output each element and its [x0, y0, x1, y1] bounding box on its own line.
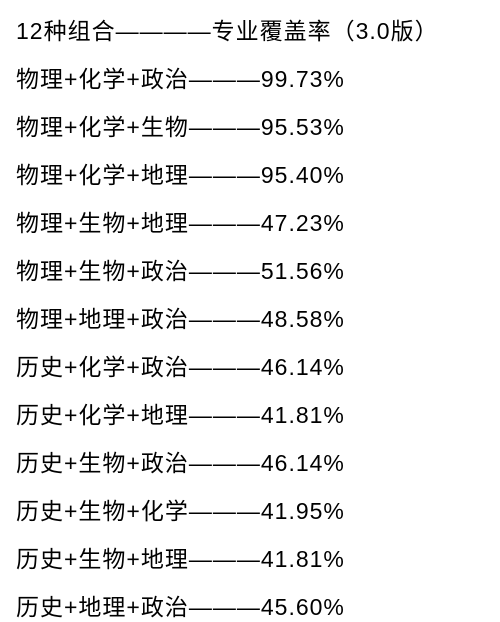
combo-label: 历史+化学+政治	[16, 354, 189, 380]
rate-value: 41.81%	[261, 546, 345, 572]
row-sep: ———	[189, 594, 261, 620]
rate-value: 95.53%	[261, 114, 345, 140]
rate-value: 46.14%	[261, 450, 345, 476]
row-sep: ———	[189, 546, 261, 572]
row-sep: ———	[189, 354, 261, 380]
table-row: 历史+化学+政治———46.14%	[16, 348, 484, 382]
rows-container: 物理+化学+政治———99.73%物理+化学+生物———95.53%物理+化学+…	[16, 60, 484, 622]
combo-label: 物理+化学+生物	[16, 114, 189, 140]
row-sep: ———	[189, 402, 261, 428]
table-row: 历史+化学+地理———41.81%	[16, 396, 484, 430]
combo-label: 历史+地理+政治	[16, 594, 189, 620]
combo-label: 物理+地理+政治	[16, 306, 189, 332]
rate-value: 47.23%	[261, 210, 345, 236]
combo-label: 物理+生物+地理	[16, 210, 189, 236]
combo-label: 历史+生物+政治	[16, 450, 189, 476]
rate-value: 45.60%	[261, 594, 345, 620]
table-row: 历史+生物+化学———41.95%	[16, 492, 484, 526]
row-sep: ———	[189, 498, 261, 524]
row-sep: ———	[189, 210, 261, 236]
rate-value: 41.81%	[261, 402, 345, 428]
rate-value: 99.73%	[261, 66, 345, 92]
table-row: 历史+地理+政治———45.60%	[16, 588, 484, 622]
row-sep: ———	[189, 450, 261, 476]
row-sep: ———	[189, 306, 261, 332]
combo-label: 历史+生物+地理	[16, 546, 189, 572]
combo-label: 物理+化学+地理	[16, 162, 189, 188]
rate-value: 46.14%	[261, 354, 345, 380]
rate-value: 51.56%	[261, 258, 345, 284]
table-row: 历史+生物+政治———46.14%	[16, 444, 484, 478]
rate-value: 41.95%	[261, 498, 345, 524]
combo-label: 历史+化学+地理	[16, 402, 189, 428]
combo-label: 物理+生物+政治	[16, 258, 189, 284]
title-prefix: 12种组合	[16, 18, 116, 44]
page-title: 12种组合————专业覆盖率（3.0版）	[16, 12, 484, 46]
table-row: 物理+化学+地理———95.40%	[16, 156, 484, 190]
row-sep: ———	[189, 258, 261, 284]
table-row: 物理+化学+生物———95.53%	[16, 108, 484, 142]
rate-value: 95.40%	[261, 162, 345, 188]
combo-label: 物理+化学+政治	[16, 66, 189, 92]
table-row: 物理+生物+地理———47.23%	[16, 204, 484, 238]
title-sep: ————	[116, 18, 212, 44]
combo-label: 历史+生物+化学	[16, 498, 189, 524]
table-row: 物理+化学+政治———99.73%	[16, 60, 484, 94]
rate-value: 48.58%	[261, 306, 345, 332]
title-suffix: 专业覆盖率（3.0版）	[212, 18, 439, 44]
row-sep: ———	[189, 162, 261, 188]
table-row: 物理+生物+政治———51.56%	[16, 252, 484, 286]
row-sep: ———	[189, 66, 261, 92]
row-sep: ———	[189, 114, 261, 140]
table-row: 物理+地理+政治———48.58%	[16, 300, 484, 334]
